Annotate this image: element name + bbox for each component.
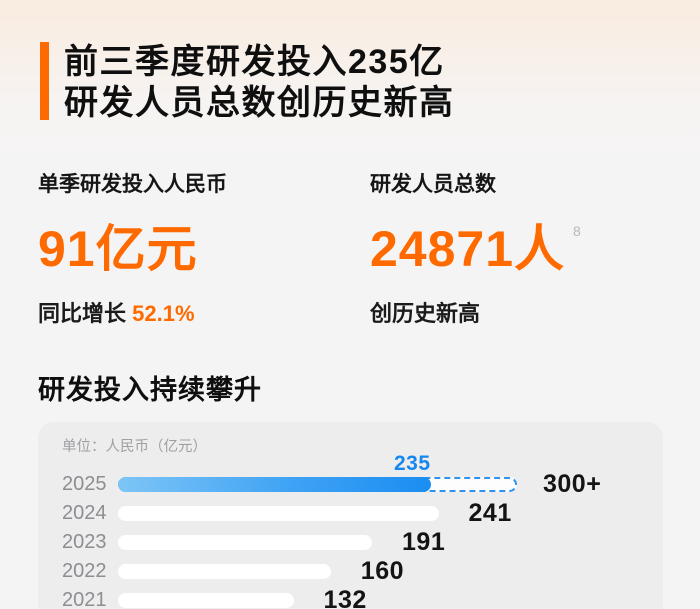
page-title: 前三季度研发投入235亿 研发人员总数创历史新高 <box>64 42 455 124</box>
stat-rd-spend: 单季研发投入人民币 91亿元 同比增长 52.1% <box>38 168 370 328</box>
projection-value-label: 300+ <box>543 470 602 498</box>
chart-row-2021: 2021 132 <box>62 586 663 609</box>
value-bar <box>118 506 439 521</box>
stat-rd-spend-sub-prefix: 同比增长 <box>38 301 133 326</box>
chart-rows: 2025 235 300+ 2024 241 2023 191 2022 160 2021 132 <box>62 452 663 609</box>
stat-rd-spend-value: 91亿元 <box>38 221 198 277</box>
current-value-bar <box>118 477 431 492</box>
current-value-label: 235 <box>394 452 431 475</box>
value-bar <box>118 593 294 608</box>
chart-row-2024: 2024 241 <box>62 499 663 527</box>
year-label: 2023 <box>62 531 107 553</box>
year-label: 2022 <box>62 560 107 582</box>
stat-rd-headcount-subtext: 创历史新高 <box>370 301 481 326</box>
value-bar <box>118 564 331 579</box>
year-label: 2024 <box>62 502 107 524</box>
accent-bar <box>40 42 49 120</box>
value-bar <box>118 535 373 550</box>
value-label: 160 <box>360 557 405 585</box>
rd-investment-chart-card: 单位：人民币（亿元） 2025 235 300+ 2024 241 2023 191 2022… <box>38 422 663 609</box>
page-title-line2: 研发人员总数创历史新高 <box>64 84 455 122</box>
stat-rd-spend-label: 单季研发投入人民币 <box>38 173 227 196</box>
stat-rd-headcount: 研发人员总数 24871人 8 创历史新高 <box>370 168 581 328</box>
stat-rd-headcount-label: 研发人员总数 <box>370 173 496 196</box>
year-label: 2021 <box>62 589 107 609</box>
stat-rd-spend-growth-percent: 52.1% <box>132 301 195 326</box>
projection-track: 235 <box>118 452 517 492</box>
page-header: 前三季度研发投入235亿 研发人员总数创历史新高 <box>40 42 700 124</box>
page-title-line1: 前三季度研发投入235亿 <box>64 43 445 81</box>
chart-unit-label: 单位：人民币（亿元） <box>62 439 207 455</box>
stat-rd-headcount-value: 24871人 8 <box>370 209 581 281</box>
chart-section-title: 研发投入持续攀升 <box>38 375 262 405</box>
chart-row-2022: 2022 160 <box>62 557 663 585</box>
value-label: 132 <box>323 586 367 609</box>
year-label: 2025 <box>62 473 107 495</box>
stat-rd-spend-subtext: 同比增长 52.1% <box>38 296 370 328</box>
footnote-marker: 8 <box>573 223 581 239</box>
chart-row-2023: 2023 191 <box>62 528 663 556</box>
stat-rd-headcount-number: 24871人 <box>370 221 566 277</box>
chart-row-2025: 2025 235 300+ <box>62 452 663 498</box>
stats-row: 单季研发投入人民币 91亿元 同比增长 52.1% 研发人员总数 24871人 8… <box>38 168 700 328</box>
value-label: 241 <box>468 499 512 527</box>
value-label: 191 <box>402 528 446 556</box>
